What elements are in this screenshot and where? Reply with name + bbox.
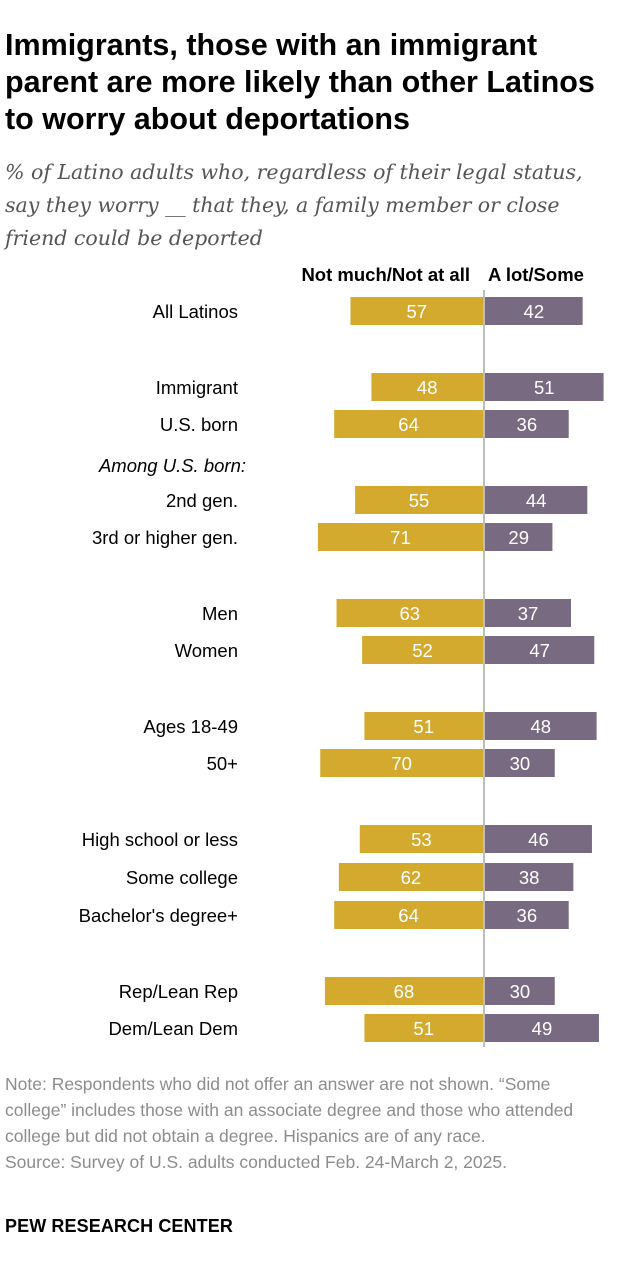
bar-label-a-lot: 51	[534, 377, 555, 398]
category-label: Immigrant	[156, 377, 238, 398]
bar-label-not-much: 64	[398, 414, 419, 435]
bar-not-much	[371, 373, 483, 401]
bar-label-not-much: 51	[413, 1018, 434, 1039]
category-label: Bachelor's degree+	[79, 905, 238, 926]
category-label: 50+	[207, 753, 238, 774]
bar-a-lot	[485, 712, 597, 740]
bar-label-a-lot: 44	[526, 490, 547, 511]
bar-not-much	[359, 825, 483, 853]
bar-label-a-lot: 49	[532, 1018, 553, 1039]
chart-title: Immigrants, those with an immigrant pare…	[5, 28, 595, 136]
legend-not-much: Not much/Not at all	[301, 264, 470, 285]
bar-not-much	[334, 410, 483, 438]
bar-label-not-much: 51	[413, 716, 434, 737]
bar-a-lot	[485, 410, 569, 438]
category-label: Ages 18-49	[143, 716, 238, 737]
bar-label-a-lot: 36	[517, 414, 538, 435]
bar-label-not-much: 62	[401, 867, 422, 888]
bar-label-a-lot: 29	[508, 527, 529, 548]
category-label: All Latinos	[153, 301, 238, 322]
bar-label-not-much: 64	[398, 905, 419, 926]
bar-label-a-lot: 38	[519, 867, 540, 888]
bar-label-a-lot: 48	[531, 716, 552, 737]
brand-logo-text: PEW RESEARCH CENTER	[5, 1216, 233, 1236]
bar-a-lot	[485, 1014, 599, 1042]
category-label: Women	[175, 640, 238, 661]
bar-a-lot	[485, 599, 572, 627]
source-text: Source: Survey of U.S. adults conducted …	[5, 1152, 507, 1172]
bar-label-a-lot: 36	[517, 905, 538, 926]
bar-label-not-much: 52	[412, 640, 433, 661]
bar-a-lot	[485, 901, 569, 929]
category-label: U.S. born	[160, 414, 238, 435]
bar-label-not-much: 71	[390, 527, 411, 548]
chart-subtitle: % of Latino adults who, regardless of th…	[5, 160, 583, 250]
bar-not-much	[364, 712, 483, 740]
bar-not-much	[324, 977, 483, 1005]
category-label: Dem/Lean Dem	[108, 1018, 238, 1039]
bar-a-lot	[485, 373, 604, 401]
category-label: 3rd or higher gen.	[92, 527, 238, 548]
bar-label-not-much: 70	[391, 753, 412, 774]
bar-not-much	[320, 749, 483, 777]
bar-not-much	[338, 863, 483, 891]
bar-a-lot	[485, 977, 555, 1005]
chart: Not much/Not at all A lot/Some Among U.S. …	[79, 264, 604, 1047]
bar-label-not-much: 53	[411, 829, 432, 850]
bar-not-much	[317, 523, 483, 551]
bar-a-lot	[485, 825, 592, 853]
bar-label-not-much: 57	[406, 301, 427, 322]
bar-label-a-lot: 37	[518, 603, 539, 624]
category-label: High school or less	[82, 829, 238, 850]
category-label: 2nd gen.	[166, 490, 238, 511]
bar-label-not-much: 55	[409, 490, 430, 511]
bar-label-a-lot: 30	[510, 981, 531, 1002]
bar-label-not-much: 48	[417, 377, 438, 398]
bar-not-much	[364, 1014, 483, 1042]
category-label: Some college	[126, 867, 238, 888]
bar-not-much	[350, 297, 483, 325]
bar-a-lot	[485, 486, 588, 514]
bar-not-much	[355, 486, 483, 514]
bar-label-a-lot: 30	[510, 753, 531, 774]
bar-label-not-much: 68	[394, 981, 415, 1002]
bar-label-a-lot: 47	[529, 640, 550, 661]
bar-label-a-lot: 46	[528, 829, 549, 850]
bar-not-much	[336, 599, 483, 627]
bar-not-much	[362, 636, 483, 664]
legend-a-lot: A lot/Some	[488, 264, 584, 285]
bar-label-not-much: 63	[399, 603, 420, 624]
bar-a-lot	[485, 749, 555, 777]
chart-notes: Note: Respondents who did not offer an a…	[5, 1071, 605, 1175]
bar-a-lot	[485, 636, 595, 664]
group-annotation-us-born: Among U.S. born:	[98, 455, 246, 476]
note-text: Note: Respondents who did not offer an a…	[5, 1074, 574, 1146]
category-label: Men	[202, 603, 238, 624]
bar-a-lot	[485, 863, 574, 891]
bar-a-lot	[485, 297, 583, 325]
bar-label-a-lot: 42	[524, 301, 545, 322]
bar-not-much	[334, 901, 483, 929]
category-label: Rep/Lean Rep	[119, 981, 238, 1002]
bar-a-lot	[485, 523, 553, 551]
